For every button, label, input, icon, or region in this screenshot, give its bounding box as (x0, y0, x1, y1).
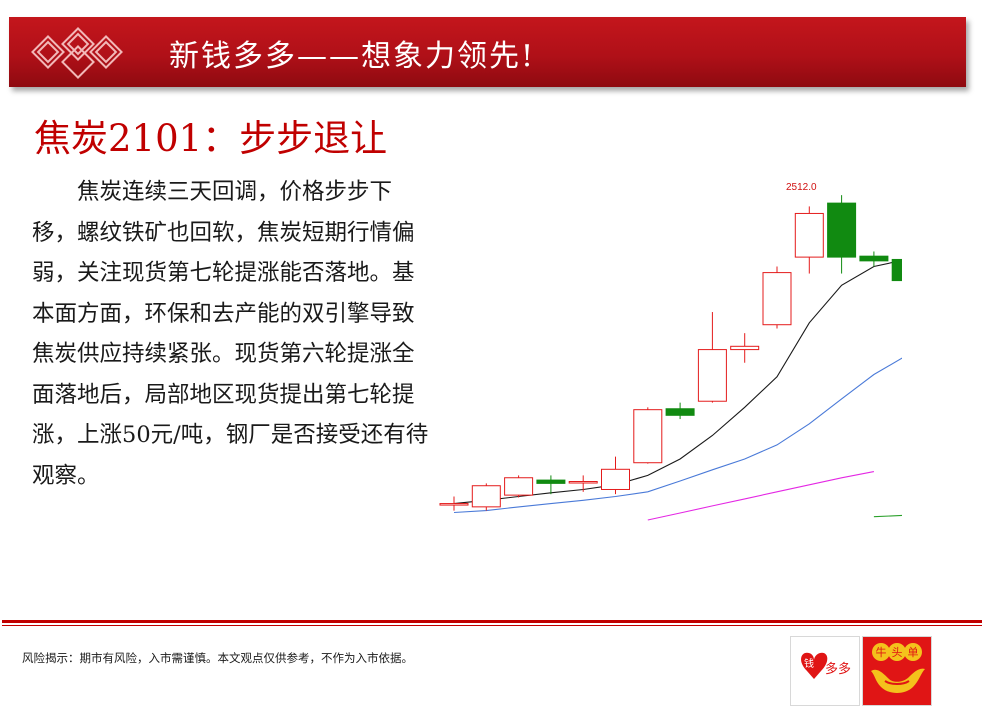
qianduoduo-logo: 钱 多多 (790, 636, 860, 706)
candlestick-chart: 2512.0 (439, 182, 902, 521)
candle-body (633, 409, 663, 464)
footer-divider-thin (2, 625, 982, 626)
candle-body (891, 258, 902, 282)
candle-body (730, 345, 760, 351)
candle-body (471, 485, 501, 508)
candle-body (794, 212, 824, 258)
candle-body (504, 477, 534, 496)
logo1-text: 多多 (825, 661, 851, 677)
candle-body (859, 255, 889, 262)
ma-mid-line (453, 357, 902, 514)
candle-body (827, 202, 857, 258)
candle-body (601, 468, 630, 490)
knot-pattern-logo (31, 27, 123, 79)
svg-text:牛: 牛 (876, 645, 887, 659)
logo1-char: 钱 (804, 657, 814, 670)
candle-body (568, 481, 598, 484)
ma-long-line (647, 471, 875, 521)
ma-extra-line (873, 514, 902, 518)
banner-title: 新钱多多——想象力领先! (169, 39, 536, 74)
candle-body (665, 408, 695, 416)
header-banner: 新钱多多——想象力领先! (9, 17, 966, 87)
candle-body (762, 272, 792, 326)
article-headline: 焦炭2101：步步退让 (34, 117, 388, 160)
article-body: 焦炭连续三天回调，价格步步下移，螺纹铁矿也回软，焦炭短期行情偏弱，关注现货第七轮… (32, 179, 429, 489)
svg-text:单: 单 (908, 646, 919, 659)
candle-body (697, 349, 727, 402)
candle-body (536, 479, 566, 484)
niutoudan-logo: 牛 头 单 (862, 636, 932, 706)
svg-text:头: 头 (892, 646, 903, 659)
peak-price-label: 2512.0 (786, 182, 817, 193)
ma-short-line (453, 259, 902, 505)
candle-body (439, 503, 469, 506)
footer-divider (2, 620, 982, 623)
risk-disclaimer: 风险揭示：期市有风险，入市需谨慎。本文观点仅供参考，不作为入市依据。 (22, 651, 413, 665)
